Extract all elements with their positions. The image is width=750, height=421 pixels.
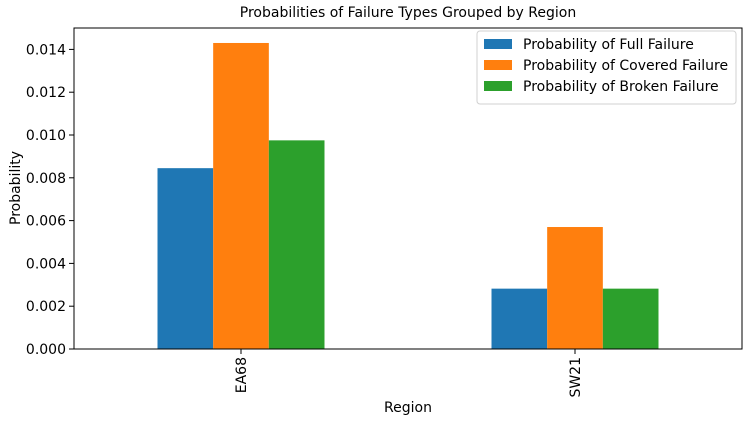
legend-label: Probability of Broken Failure (523, 79, 719, 95)
y-axis-label: Probability (8, 151, 24, 225)
legend-swatch (484, 39, 512, 49)
x-axis-label: Region (384, 400, 432, 416)
legend-label: Probability of Full Failure (523, 37, 694, 53)
bar-probability-of-broken-failure-ea68 (268, 140, 325, 349)
legend: Probability of Full Failure Probability o… (476, 30, 737, 105)
x-tick-label-sw21: SW21 (568, 357, 584, 398)
bar-probability-of-covered-failure-sw21 (547, 227, 603, 349)
y-tick-label: 0.004 (26, 256, 66, 272)
chart-title: Probabilities of Failure Types Grouped b… (240, 5, 576, 21)
bar-probability-of-full-failure-sw21 (491, 288, 548, 349)
bar-probability-of-full-failure-ea68 (157, 168, 214, 349)
plot-frame (73, 27, 743, 350)
x-tick-label-ea68: EA68 (234, 357, 250, 393)
y-tick-label: 0.012 (26, 85, 66, 101)
legend-swatch (484, 81, 512, 91)
x-axis: EA68 SW21 (234, 349, 584, 398)
y-tick-label: 0.014 (26, 42, 66, 58)
y-tick-label: 0.010 (26, 128, 66, 144)
bar-probability-of-broken-failure-sw21 (602, 288, 659, 349)
legend-swatch (484, 60, 512, 70)
bars-group (157, 42, 659, 349)
y-tick-label: 0.006 (26, 214, 66, 230)
y-tick-label: 0.002 (26, 299, 66, 315)
legend-label: Probability of Covered Failure (523, 58, 728, 74)
legend-box (476, 30, 737, 105)
bar-probability-of-covered-failure-ea68 (213, 42, 269, 349)
y-axis: 0.000 0.002 0.004 0.006 0.008 0.010 0.012 0.014 (26, 42, 74, 358)
y-tick-label: 0.008 (26, 171, 66, 187)
y-tick-label: 0.000 (26, 342, 66, 358)
